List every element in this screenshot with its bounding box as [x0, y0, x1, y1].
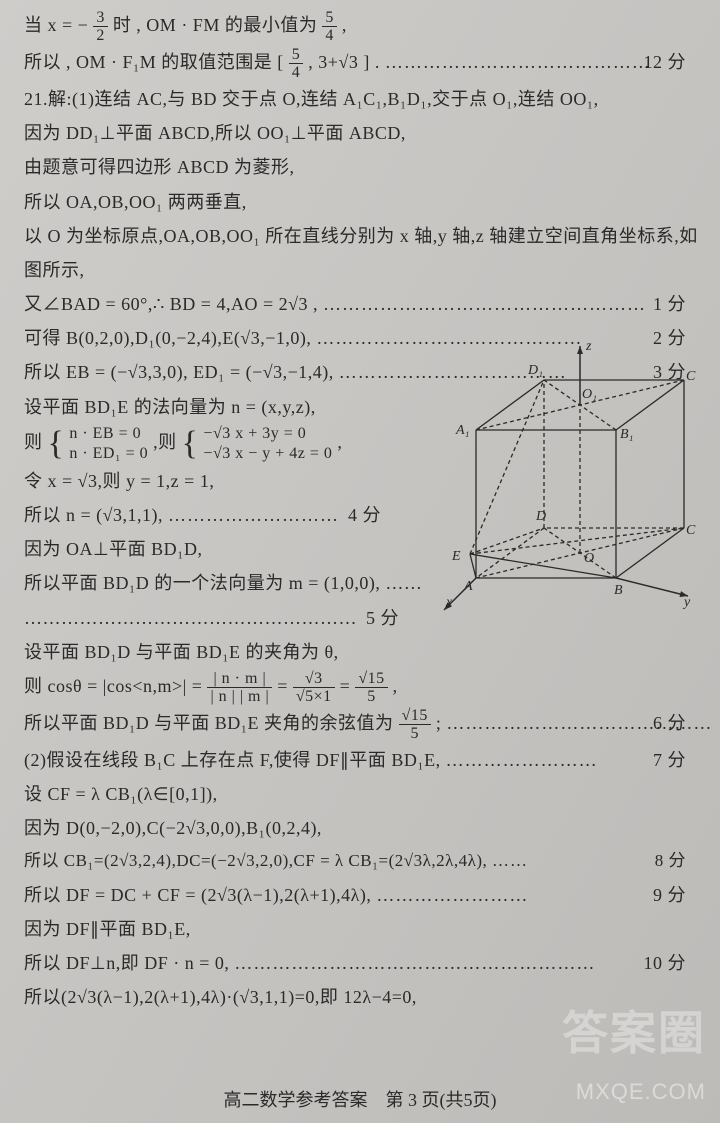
- dots: ……………………………………: [385, 52, 651, 72]
- dots: ………………………………………………: [24, 608, 357, 628]
- eq: =: [277, 676, 293, 696]
- svg-text:B₁: B₁: [620, 427, 633, 442]
- line-18: 设平面 BD₁D 与平面 BD₁E 的夹角为 θ,: [24, 635, 696, 669]
- t: 则 cosθ = |cos<n,m>| =: [24, 676, 202, 696]
- score-7: 7 分: [653, 743, 686, 777]
- svg-text:B: B: [614, 583, 623, 598]
- line-8: 又∠BAD = 60°,∴ BD = 4,AO = 2√3 , ………………………: [24, 287, 696, 321]
- line-26: 因为 DF∥平面 BD₁E,: [24, 912, 696, 946]
- svg-text:A: A: [463, 579, 473, 594]
- frac-3-2: 32: [93, 9, 108, 45]
- t: (2)假设在线段 B₁C 上存在点 F,使得 DF∥平面 BD₁E,: [24, 750, 441, 770]
- score-5: 5 分: [366, 608, 399, 628]
- dots: ……: [385, 573, 422, 593]
- line-20: 所以平面 BD₁D 与平面 BD₁E 夹角的余弦值为 √155 ; …………………: [24, 706, 696, 743]
- frac-r3: √3√5×1: [293, 670, 335, 706]
- brace-icon: {: [182, 429, 199, 460]
- svg-text:C₁: C₁: [686, 369, 696, 384]
- t: 所以平面 BD₁D 与平面 BD₁E 夹角的余弦值为: [24, 713, 394, 733]
- svg-text:O: O: [584, 551, 594, 566]
- svg-text:y: y: [682, 595, 691, 610]
- line-27: 所以 DF⊥n,即 DF · n = 0, …………………………………………………: [24, 946, 696, 980]
- score-4: 4 分: [348, 505, 381, 525]
- t: ,: [393, 676, 398, 696]
- t: 当 x = −: [24, 15, 88, 35]
- t: ,: [337, 432, 342, 452]
- svg-text:A₁: A₁: [455, 423, 469, 438]
- t: 所以 EB = (−√3,3,0), ED₁ = (−√3,−1,4),: [24, 362, 334, 382]
- t: 又∠BAD = 60°,∴ BD = 4,AO = 2√3 ,: [24, 294, 318, 314]
- t: 所以平面 BD₁D 的一个法向量为 m = (1,0,0),: [24, 573, 380, 593]
- svg-text:x: x: [445, 595, 453, 610]
- t: , 3+√3 ] .: [308, 52, 380, 72]
- frac-abs: | n · m || n | | m |: [207, 670, 272, 706]
- line-5: 由题意可得四边形 ABCD 为菱形,: [24, 150, 696, 184]
- t: ;: [436, 713, 442, 733]
- t: 可得 B(0,2,0),D₁(0,−2,4),E(√3,−1,0),: [24, 328, 311, 348]
- line-6: 所以 OA,OB,OO₁ 两两垂直,: [24, 185, 696, 219]
- t: 所以 n = (√3,1,1),: [24, 505, 163, 525]
- line-2: 所以 , OM · F₁M 的取值范围是 [ 54 , 3+√3 ] . …………: [24, 45, 696, 82]
- score-6: 6 分: [653, 706, 686, 740]
- line-22: 设 CF = λ CB₁(λ∈[0,1]),: [24, 777, 696, 811]
- watermark-text: 答案圈: [562, 990, 706, 1077]
- line-24: 所以 CB₁=(2√3,2,4),DC=(−2√3,2,0),CF = λ CB…: [24, 845, 696, 877]
- eqs-a: n · EB = 0 n · ED₁ = 0: [69, 424, 148, 464]
- watermark-url: MXQE.COM: [576, 1071, 706, 1113]
- line-25: 所以 DF = DC + CF = (2√3(λ−1),2(λ+1),4λ), …: [24, 878, 696, 912]
- t: ,则: [153, 432, 177, 452]
- frac-5-4: 54: [322, 9, 337, 45]
- score-8: 8 分: [655, 845, 686, 877]
- brace-icon: {: [48, 429, 65, 460]
- t: 所以 DF⊥n,即 DF · n = 0,: [24, 953, 229, 973]
- t: 所以 CB₁=(2√3,2,4),DC=(−2√3,2,0),CF = λ CB…: [24, 851, 487, 870]
- line-7b: 图所示,: [24, 253, 696, 287]
- page: 当 x = − 32 时 , OM · FM 的最小值为 54 , 所以 , O…: [0, 0, 720, 1123]
- cube-diagram: A B C D E A₁ B₁ C₁ D₁ O O₁ z x y: [436, 338, 696, 618]
- frac-5-4b: 54: [289, 46, 304, 82]
- svg-text:z: z: [585, 339, 592, 354]
- t: ,: [342, 15, 347, 35]
- svg-text:D₁: D₁: [527, 363, 543, 378]
- frac-r15b: √155: [399, 707, 431, 743]
- svg-text:D: D: [535, 509, 546, 524]
- line-21: (2)假设在线段 B₁C 上存在点 F,使得 DF∥平面 BD₁E, ………………: [24, 743, 696, 777]
- t: 则: [24, 432, 43, 452]
- dots: …………………………………………………: [234, 953, 595, 973]
- score-9: 9 分: [653, 878, 686, 912]
- score-12: 12 分: [644, 45, 687, 79]
- t: 所以 , OM · F₁M 的取值范围是 [: [24, 52, 284, 72]
- line-23: 因为 D(0,−2,0),C(−2√3,0,0),B₁(0,2,4),: [24, 811, 696, 845]
- dots: ………………………: [168, 505, 339, 525]
- dots: ……………………………………………: [323, 294, 646, 314]
- line-19: 则 cosθ = |cos<n,m>| = | n · m || n | | m…: [24, 669, 696, 706]
- svg-text:O₁: O₁: [582, 387, 597, 402]
- line-1: 当 x = − 32 时 , OM · FM 的最小值为 54 ,: [24, 8, 696, 45]
- line-7: 以 O 为坐标原点,OA,OB,OO₁ 所在直线分别为 x 轴,y 轴,z 轴建…: [24, 219, 696, 253]
- t: 时 , OM · FM 的最小值为: [113, 15, 318, 35]
- dots: ……………………: [446, 750, 598, 770]
- svg-text:E: E: [451, 549, 461, 564]
- t: 所以 DF = DC + CF = (2√3(λ−1),2(λ+1),4λ),: [24, 885, 371, 905]
- svg-text:C: C: [686, 523, 696, 538]
- dots: ……………………: [376, 885, 528, 905]
- score-1: 1 分: [653, 287, 686, 321]
- eqs-b: −√3 x + 3y = 0 −√3 x − y + 4z = 0: [203, 424, 332, 464]
- line-4: 因为 DD₁⊥平面 ABCD,所以 OO₁⊥平面 ABCD,: [24, 116, 696, 150]
- line-3: 21.解:(1)连结 AC,与 BD 交于点 O,连结 A₁C₁,B₁D₁,交于…: [24, 82, 696, 116]
- frac-r15: √155: [355, 670, 387, 706]
- dots: ……: [492, 851, 528, 870]
- score-10: 10 分: [644, 946, 687, 980]
- eq: =: [340, 676, 356, 696]
